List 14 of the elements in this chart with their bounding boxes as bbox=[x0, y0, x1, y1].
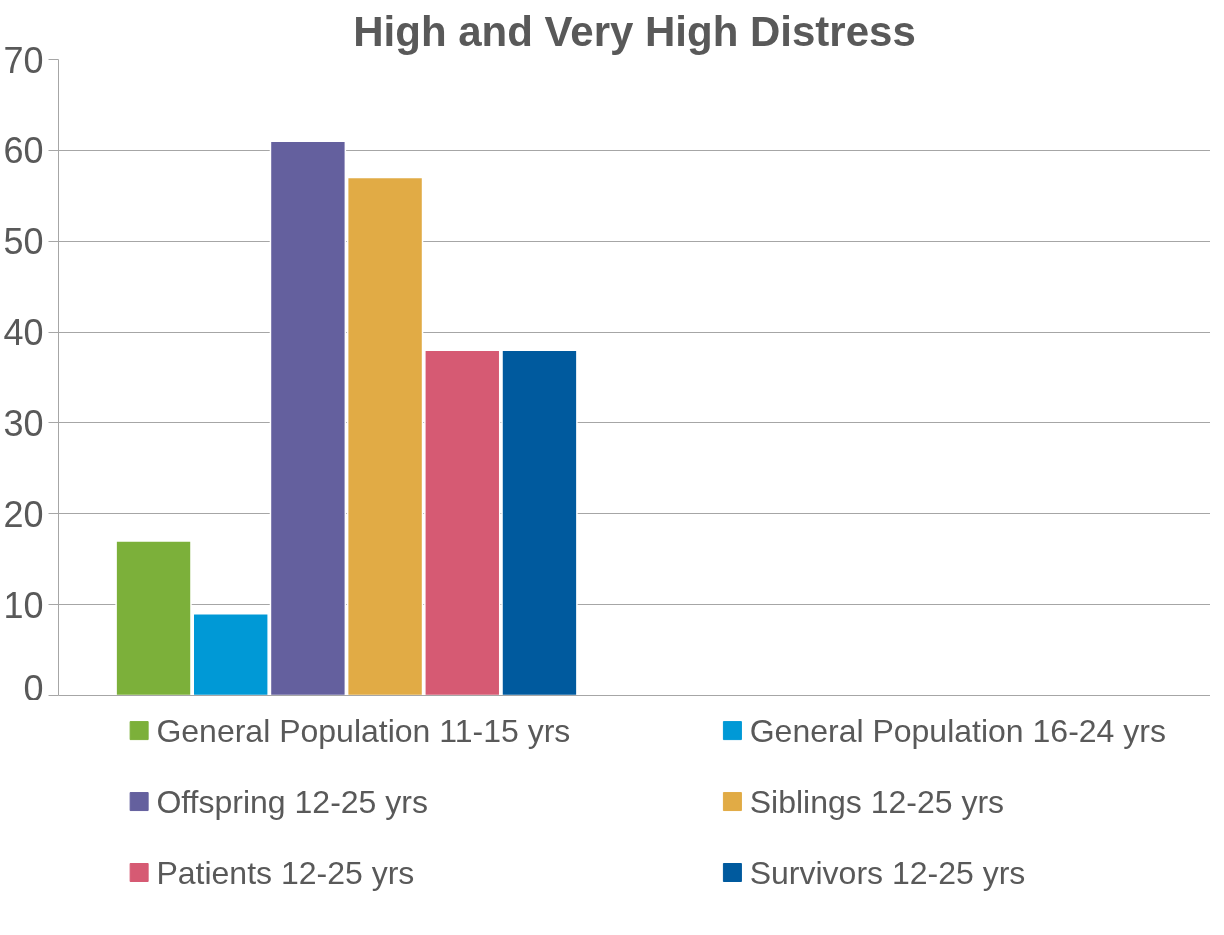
y-tick-label: 50 bbox=[3, 221, 44, 263]
legend-label: Siblings 12-25 yrs bbox=[749, 783, 1005, 820]
y-tick-label: 40 bbox=[3, 312, 44, 354]
legend-label: Survivors 12-25 yrs bbox=[749, 854, 1026, 891]
legend-label: Offspring 12-25 yrs bbox=[156, 783, 428, 820]
legend-label: Patients 12-25 yrs bbox=[156, 854, 415, 891]
legend-label: General Population 16-24 yrs bbox=[749, 712, 1166, 749]
y-tick-label: 10 bbox=[3, 584, 44, 626]
y-tick-label: 60 bbox=[3, 130, 44, 172]
y-tick-label: 30 bbox=[3, 402, 44, 444]
chart-title: High and Very High Distress bbox=[353, 7, 916, 55]
y-tick-label: 20 bbox=[3, 493, 44, 535]
y-tick-label: 70 bbox=[3, 39, 44, 81]
legend-label: General Population 11-15 yrs bbox=[156, 712, 571, 749]
